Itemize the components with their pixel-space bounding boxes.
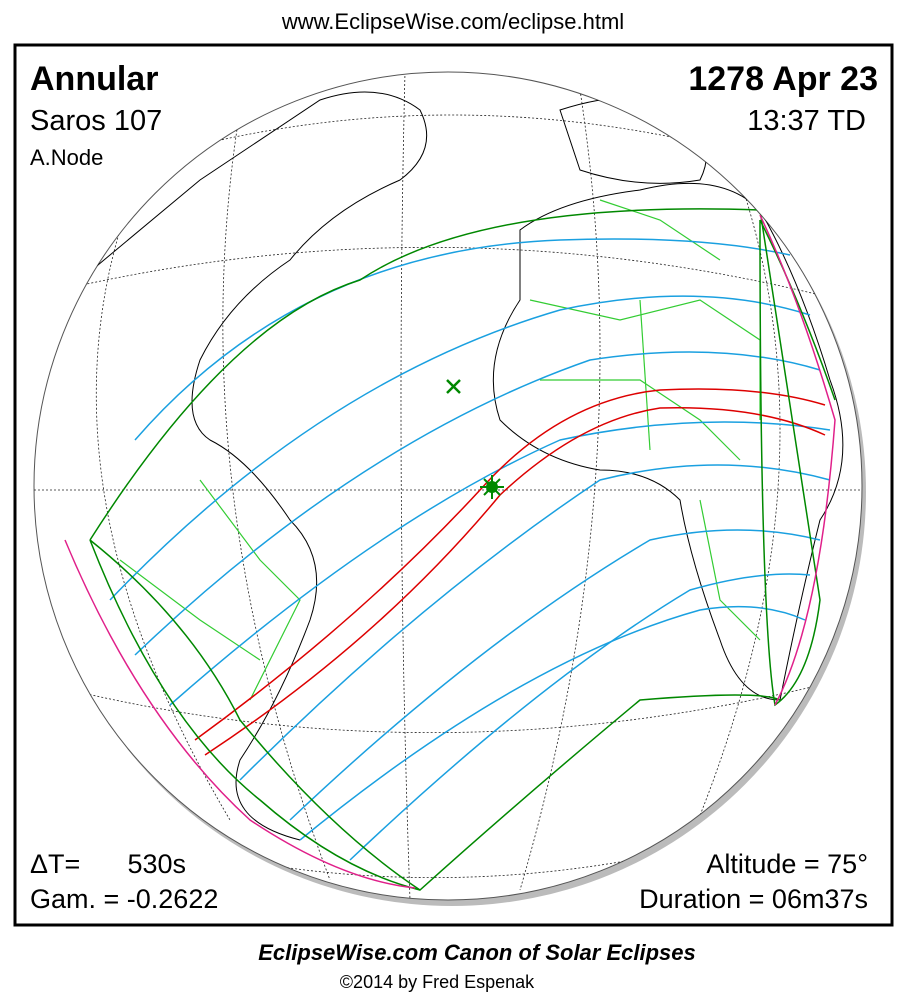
- node: A.Node: [30, 145, 103, 170]
- eclipse-type: Annular: [30, 60, 158, 98]
- date: 1278 Apr 23: [688, 60, 878, 98]
- saros: Saros 107: [30, 105, 162, 137]
- globe-content: [34, 72, 862, 900]
- url: www.EclipseWise.com/eclipse.html: [281, 9, 624, 34]
- limits: [89, 208, 836, 891]
- footer-title: EclipseWise.com Canon of Solar Eclipses: [258, 940, 696, 965]
- gamma: Gam. = -0.2622: [30, 884, 218, 914]
- central-path: [194, 388, 826, 756]
- globe: [33, 71, 863, 901]
- delta-t-label: ΔT=: [30, 849, 80, 879]
- duration: Duration = 06m37s: [639, 884, 868, 914]
- footer-credit: ©2014 by Fred Espenak: [340, 972, 535, 992]
- greatest-eclipse-marker: [480, 475, 504, 499]
- greatest-duration-marker: [446, 379, 461, 394]
- altitude: Altitude = 75°: [706, 849, 868, 879]
- rise-set-curves: [64, 214, 836, 889]
- delta-t-value: 530s: [127, 849, 186, 879]
- penumbral-lines: [109, 238, 831, 861]
- time: 13:37 TD: [747, 105, 866, 137]
